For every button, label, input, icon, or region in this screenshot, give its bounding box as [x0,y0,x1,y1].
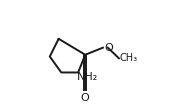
Text: NH₂: NH₂ [77,73,98,82]
Text: CH₃: CH₃ [120,53,138,63]
Text: O: O [81,93,90,103]
Text: O: O [104,43,113,53]
